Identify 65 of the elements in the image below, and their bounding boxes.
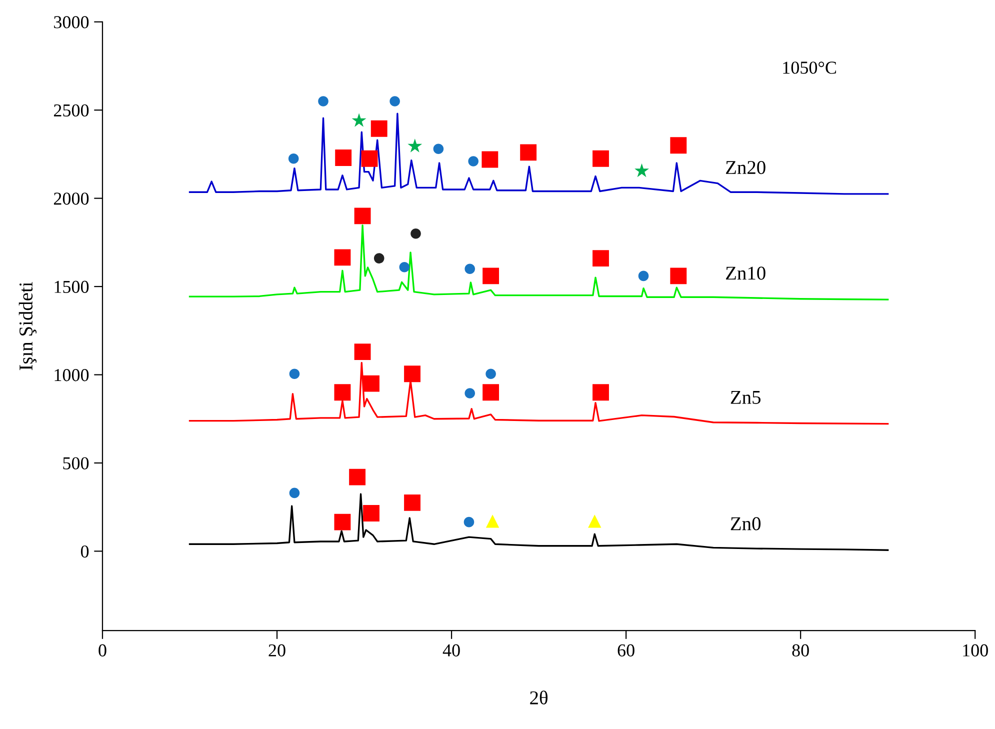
x-tick-label: 80 [792,644,809,656]
point [592,150,609,167]
point [334,514,351,530]
point [482,151,498,168]
point [670,137,687,154]
point [318,96,328,106]
point [592,384,609,401]
point [410,228,421,239]
y-tick-label: 0 [80,545,89,558]
y-axis-title: Işın Şiddeti [18,282,37,370]
point [289,368,300,380]
point [289,488,300,498]
point [433,144,444,154]
point [482,384,500,401]
point [408,138,422,152]
series-label: Zn0 [730,517,761,530]
point [520,144,537,161]
point [464,264,476,274]
point [354,344,371,360]
point [288,153,299,164]
x-tick-label: 20 [268,644,286,656]
point [486,514,500,528]
line-series [188,112,889,195]
point [349,468,366,486]
point [468,156,478,166]
x-tick-label: 0 [98,644,106,656]
point [588,514,602,528]
y-tick-label: 3000 [54,16,89,28]
point [363,375,380,392]
series-label: Zn20 [726,160,766,174]
point [352,113,366,127]
point [404,366,420,382]
point [638,270,649,282]
point [464,516,474,528]
x-tick-label: 100 [963,644,988,656]
point [335,150,352,166]
point [374,253,384,264]
point [486,368,496,380]
point [363,505,380,522]
point [404,494,420,511]
y-tick-label: 2500 [54,104,89,117]
point [334,249,351,266]
point [399,262,410,272]
point [670,268,687,284]
annotation: 1050°C [783,62,836,74]
line-series [188,362,889,425]
line-series [188,493,889,551]
point [354,208,371,224]
point [361,150,378,167]
point [634,163,649,178]
point [464,388,476,398]
y-tick-label: 1500 [54,280,89,293]
point [482,268,500,284]
point [390,96,400,106]
y-tick-label: 2000 [54,192,89,205]
series-label: Zn5 [730,391,761,404]
point [370,120,388,137]
point [334,384,351,401]
x-axis-title: 2θ [530,690,548,704]
y-tick-label: 1000 [54,369,89,382]
y-tick-label: 500 [63,457,89,470]
x-tick-label: 40 [442,644,460,656]
series-label: Zn10 [726,266,766,280]
point [592,250,609,267]
x-tick-label: 60 [618,644,634,656]
